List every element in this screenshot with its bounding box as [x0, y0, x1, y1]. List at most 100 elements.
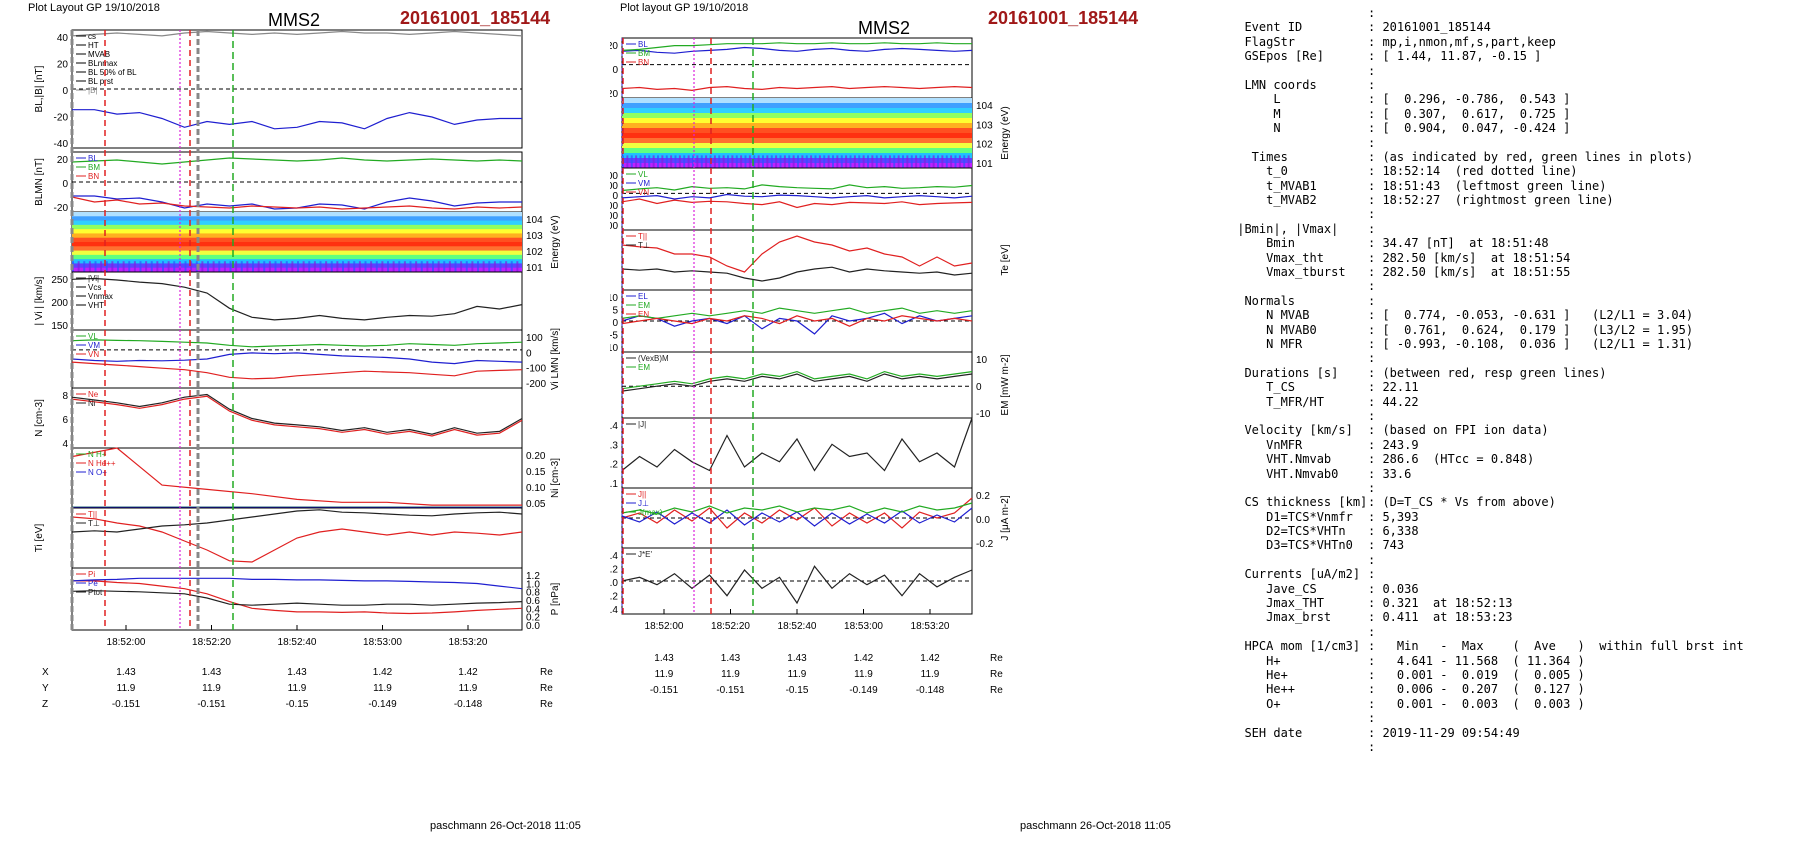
heatmap-noise	[880, 155, 883, 168]
y-tick-label: 0	[612, 191, 618, 202]
series-line	[621, 184, 973, 192]
heatmap-noise	[897, 155, 900, 168]
panel-1: 104 103 102 101 Energy (eV)	[621, 97, 1011, 170]
heatmap-noise	[954, 155, 957, 168]
info-key: HPCA mom [1/cm3]	[1230, 639, 1361, 654]
info-line: Vmax_tburst: 282.50 [km/s] at 18:51:55	[1230, 265, 1800, 279]
info-line: :	[1230, 740, 1800, 754]
left-spacecraft-title: MMS2	[268, 10, 321, 30]
y-tick-label: 102	[976, 140, 993, 151]
info-value: : 743	[1368, 538, 1405, 553]
info-line: D2=TCS*VHTn: 6,338	[1230, 524, 1800, 538]
heatmap-noise	[674, 155, 677, 168]
heatmap-band	[622, 118, 972, 124]
info-value: :	[1368, 135, 1376, 150]
legend-label: J⊥	[638, 499, 649, 508]
info-value: : [ 0.296, -0.786, 0.543 ]	[1368, 92, 1571, 107]
legend-label: Vnmax	[88, 292, 113, 301]
series-line	[621, 373, 973, 392]
info-line: Bmin: 34.47 [nT] at 18:51:48	[1230, 236, 1800, 250]
legend-label: cs	[88, 32, 96, 41]
info-line: VnMFR: 243.9	[1230, 438, 1800, 452]
info-value: : 18:51:43 (leftmost green line)	[1368, 178, 1607, 193]
series-line	[621, 85, 973, 92]
info-key: Bmin	[1230, 236, 1296, 251]
coord-value: 11.9	[921, 669, 940, 680]
heatmap-noise	[722, 155, 725, 168]
y-tick-label: 104	[976, 101, 993, 112]
info-value: : 0.001 - 0.019 ( 0.005 )	[1368, 667, 1585, 682]
heatmap-noise	[342, 261, 344, 272]
coord-value: -0.151	[650, 685, 679, 696]
info-key: LMN coords	[1230, 77, 1317, 92]
right-event-title: 20161001_185144	[988, 8, 1139, 28]
heatmap-noise	[832, 155, 834, 168]
info-value: :	[1368, 351, 1376, 366]
heatmap-band	[622, 98, 972, 104]
heatmap-noise	[387, 261, 389, 272]
y-axis-label: BLMN [nT]	[34, 158, 45, 206]
heatmap-noise	[687, 155, 690, 168]
series-line	[71, 395, 523, 437]
heatmap-noise	[696, 155, 699, 168]
info-key: Currents [uA/m2]	[1230, 567, 1361, 582]
coord-value: 11.9	[655, 669, 674, 680]
legend-label: Ni	[88, 399, 96, 408]
heatmap-noise	[308, 261, 311, 272]
heatmap-noise	[888, 155, 891, 168]
y-tick-label: 0	[976, 382, 982, 393]
legend-label: T⊥	[88, 519, 100, 528]
info-value: : 0.036	[1368, 581, 1419, 596]
legend-label: Pe	[88, 579, 98, 588]
heatmap-noise	[853, 155, 856, 168]
legend-label: N He++	[88, 459, 116, 468]
heatmap-band	[72, 216, 522, 222]
info-key: N	[1230, 121, 1281, 136]
info-value: : Min - Max ( Ave ) within full brst int	[1368, 639, 1744, 654]
panel-6: 0.20 0.15 0.10 0.05 Ni [cm-3] N H+N He++N O+	[71, 447, 561, 510]
info-line: :	[1230, 711, 1800, 725]
heatmap-noise	[665, 155, 668, 168]
heatmap-noise	[770, 155, 773, 168]
y-tick-label: 0.2	[526, 613, 540, 624]
heatmap-noise	[139, 261, 142, 272]
y-tick-label: 0.0	[526, 621, 540, 632]
info-key: |Bmin|, |Vmax|	[1230, 221, 1339, 236]
legend-label: BL 50% of BL	[88, 68, 137, 77]
heatmap-noise	[499, 261, 502, 272]
series-line	[621, 198, 973, 209]
heatmap-noise	[274, 261, 277, 272]
heatmap-noise	[437, 261, 440, 272]
info-key: T_CS	[1230, 380, 1296, 395]
legend-label: Ptot	[88, 588, 103, 597]
heatmap-noise	[432, 261, 434, 272]
coord-value: 1.43	[787, 653, 807, 664]
legend-label: VHT	[88, 301, 104, 310]
info-value: :	[1368, 207, 1376, 222]
coord-value: 11.9	[788, 669, 807, 680]
x-tick-label: 18:53:20	[449, 637, 488, 648]
heatmap-noise	[678, 155, 681, 168]
info-key: CS thickness [km]	[1230, 495, 1368, 510]
info-line: :	[1230, 64, 1800, 78]
series-line	[71, 30, 523, 37]
coord-name: Z	[42, 699, 48, 710]
heatmap-noise	[94, 261, 97, 272]
info-line: Jave_CS: 0.036	[1230, 582, 1800, 596]
info-line: T_CS: 22.11	[1230, 380, 1800, 394]
info-line: O+: 0.001 - 0.003 ( 0.003 )	[1230, 697, 1800, 711]
panel-8: 0.40.20.0-0.2-0.4J*E' [nW m-3]J*E'	[610, 547, 973, 616]
heatmap-noise	[805, 155, 808, 168]
panel-7: Ti [eV] T||T⊥	[34, 507, 523, 569]
info-value: :	[1368, 739, 1376, 754]
coord-unit: Re	[990, 653, 1003, 664]
info-value: : 6,338	[1368, 524, 1419, 539]
info-line: He+: 0.001 - 0.019 ( 0.005 )	[1230, 668, 1800, 682]
y-tick-label: 0	[62, 86, 68, 97]
coord-value: 1.43	[202, 667, 222, 678]
info-value: :	[1368, 711, 1376, 726]
legend-label: HT	[88, 41, 99, 50]
series-line	[71, 196, 523, 210]
heatmap-noise	[122, 261, 125, 272]
